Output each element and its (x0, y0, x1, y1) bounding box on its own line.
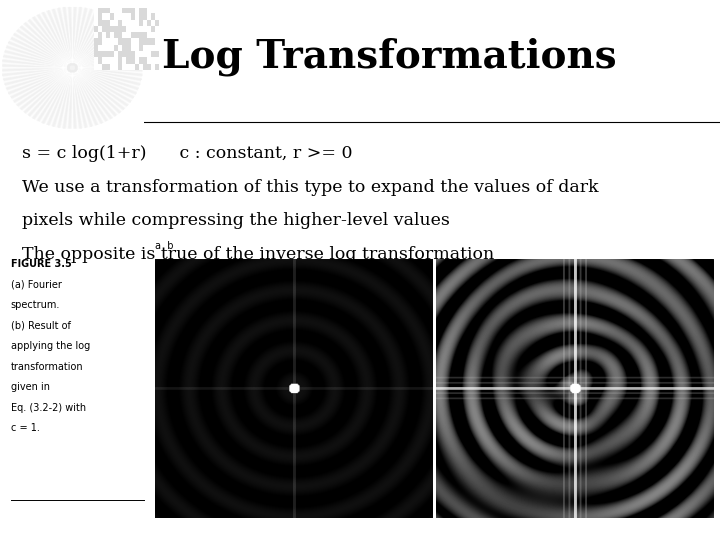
Text: given in: given in (11, 382, 50, 393)
Text: (b) Result of: (b) Result of (11, 321, 71, 331)
Text: Log Transformations: Log Transformations (162, 37, 616, 76)
Text: pixels while compressing the higher-level values: pixels while compressing the higher-leve… (22, 212, 449, 230)
Text: spectrum.: spectrum. (11, 300, 60, 310)
Text: applying the log: applying the log (11, 341, 90, 352)
Text: a  b: a b (155, 241, 174, 251)
Text: s = c log(1+r)      c : constant, r >= 0: s = c log(1+r) c : constant, r >= 0 (22, 145, 352, 163)
Text: FIGURE 3.5: FIGURE 3.5 (11, 259, 71, 269)
Text: Eq. (3.2-2) with: Eq. (3.2-2) with (11, 403, 86, 413)
Text: transformation: transformation (11, 362, 84, 372)
Text: We use a transformation of this type to expand the values of dark: We use a transformation of this type to … (22, 179, 598, 196)
Text: (a) Fourier: (a) Fourier (11, 280, 62, 290)
Text: The opposite is true of the inverse log transformation: The opposite is true of the inverse log … (22, 246, 494, 263)
Text: c = 1.: c = 1. (11, 423, 40, 434)
